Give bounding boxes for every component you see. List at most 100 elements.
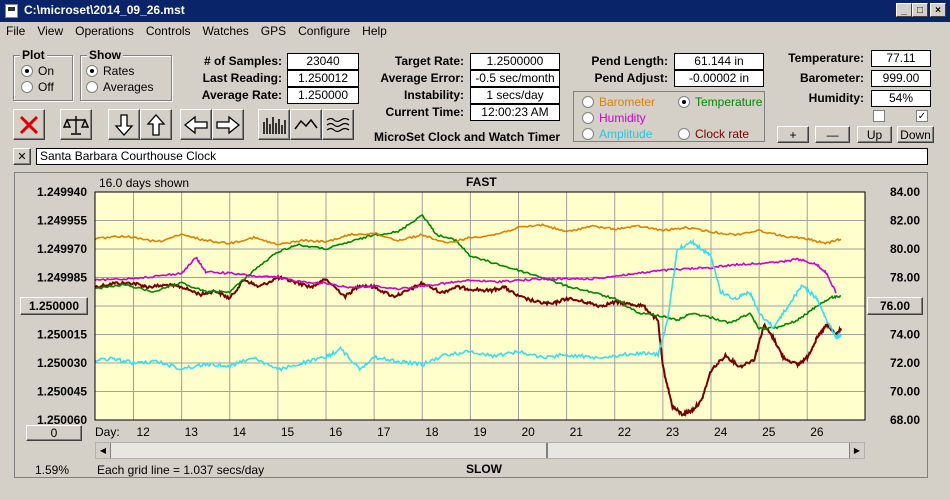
menu-watches[interactable]: Watches [202,24,249,38]
x-tick-label: 24 [714,425,728,439]
multi-line-view-button[interactable] [322,109,354,140]
humidity-radio[interactable]: Humidity [582,111,646,125]
radio-dot [582,96,594,108]
target-rate-field[interactable]: 1.2500000 [470,53,560,70]
left-center-button[interactable]: 1.250000 [20,297,88,315]
y-left-tick: 1.250045 [37,385,87,399]
samples-label: # of Samples: [203,54,282,68]
scale-up-button[interactable]: Up [857,126,892,143]
show-group: Show Rates Averages [80,48,172,101]
histogram-view-button[interactable] [258,109,290,140]
move-up-button[interactable] [140,109,172,140]
close-window-button[interactable]: × [930,3,946,17]
env-checkbox-2[interactable]: ✓ [916,110,928,122]
close-icon: ✕ [17,150,27,163]
rate-chart: 1.249940 84.00 1.249955 82.00 1.249970 80.00 1… [37,185,920,439]
minimize-button[interactable]: _ [896,3,912,17]
humidity-env-label: Humidity: [808,91,864,105]
samples-field: 23040 [287,53,359,70]
scroll-right-button[interactable] [212,109,244,140]
x-tick-label: 17 [377,425,391,439]
plot-off-radio[interactable]: Off [21,80,54,94]
app-name-label: MicroSet Clock and Watch Timer [374,130,561,144]
instability-label: Instability: [403,88,464,102]
x-tick-label: 22 [618,425,632,439]
target-rate-label: Target Rate: [394,54,464,68]
slow-label: SLOW [466,462,502,476]
plot-border [94,191,866,421]
window-title: C:\microset\2014_09_26.mst [24,3,185,17]
temperature-env-label: Temperature: [788,51,864,65]
barometer-radio[interactable]: Barometer [582,95,655,109]
menu-gps[interactable]: GPS [260,24,287,38]
clear-button[interactable] [13,109,45,140]
env-checkbox-1[interactable] [873,110,885,122]
y-left-tick: 1.250060 [37,413,87,427]
multi-wave-icon [326,117,350,132]
percent-label: 1.59% [35,463,70,477]
y-left-tick: 1.249970 [37,242,87,256]
menu-operations[interactable]: Operations [75,24,134,38]
close-red-x-icon [19,115,39,134]
radio-dot [21,65,33,77]
line-view-button[interactable] [290,109,322,140]
arrow-right-icon [216,115,241,134]
plot-off-label: Off [38,80,54,94]
y-right-tick: 72.00 [890,356,920,370]
average-rate-field: 1.250000 [287,87,359,104]
plot-on-radio[interactable]: On [21,64,54,78]
scale-plus-button[interactable]: + [777,126,809,143]
x-tick-label: 13 [185,425,199,439]
plot-group: Plot On Off [13,48,73,101]
scale-down-button[interactable]: Down [897,126,934,143]
x-tick-label: 18 [425,425,439,439]
menu-bar: File View Operations Controls Watches GPS Conf… [0,22,950,41]
right-center-button[interactable]: 76.00 [867,297,923,315]
clock-rate-radio[interactable]: Clock rate [678,127,749,141]
scroll-right-arrow-icon[interactable]: ▶ [849,443,864,458]
x-tick-label: 19 [473,425,487,439]
menu-view[interactable]: View [37,24,64,38]
day-axis-label: Day: [95,425,120,439]
series-line-amplitude [94,238,842,373]
maximize-button[interactable]: □ [912,3,928,17]
y-right-tick: 74.00 [890,328,920,342]
scroll-thumb[interactable] [546,443,548,458]
average-rate-label: Average Rate: [201,88,282,102]
menu-configure[interactable]: Configure [298,24,351,38]
menu-file[interactable]: File [6,24,26,38]
last-reading-field: 1.250012 [287,70,359,87]
temperature-radio[interactable]: Temperature [678,95,762,109]
move-down-button[interactable] [108,109,140,140]
menu-help[interactable]: Help [362,24,387,38]
fast-label: FAST [466,175,497,189]
menu-controls[interactable]: Controls [145,24,191,38]
x-tick-label: 21 [570,425,584,439]
pend-length-field[interactable]: 61.144 in [674,53,764,70]
x-tick-label: 20 [522,425,536,439]
scroll-left-button[interactable] [180,109,212,140]
x-offset-button[interactable]: 0 [26,425,82,441]
app-icon [5,4,18,18]
pend-adjust-label: Pend Adjust: [594,71,668,85]
scroll-left-arrow-icon[interactable]: ◀ [96,443,111,458]
calibrate-button[interactable] [60,109,92,140]
x-tick-label: 12 [137,425,151,439]
arrow-down-icon [114,113,134,136]
show-averages-label: Averages [103,80,154,94]
show-rates-radio[interactable]: Rates [86,64,134,78]
amplitude-radio[interactable]: Amplitude [582,127,652,141]
last-reading-label: Last Reading: [202,71,282,85]
y-right-tick: 82.00 [890,214,920,228]
watch-close-button[interactable]: ✕ [13,148,31,165]
y-left-tick: 1.249940 [37,185,87,199]
radio-dot [86,81,98,93]
days-shown-label: 16.0 days shown [99,176,190,190]
plot-group-label: Plot [20,48,47,62]
watch-name-input[interactable]: Santa Barbara Courthouse Clock [36,148,928,165]
temperature-label: Temperature [695,95,763,109]
radio-dot [21,81,33,93]
show-averages-radio[interactable]: Averages [86,80,153,94]
chart-scrollbar[interactable]: ◀ ▶ [95,442,865,459]
scale-minus-button[interactable]: — [815,126,850,143]
